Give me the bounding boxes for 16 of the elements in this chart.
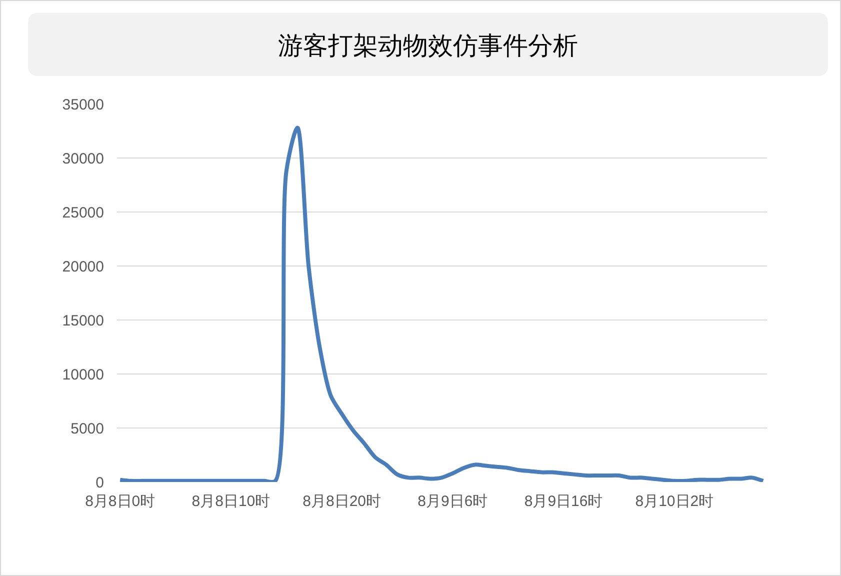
y-tick-label: 0 — [96, 474, 104, 492]
y-tick-label: 10000 — [62, 366, 104, 384]
x-tick-label: 8月8日20时 — [302, 493, 382, 510]
y-tick-label: 20000 — [62, 258, 104, 276]
y-tick-label: 30000 — [62, 150, 104, 168]
x-tick-label: 8月8日0时 — [85, 493, 156, 510]
y-tick-label: 35000 — [62, 96, 104, 114]
line-series — [118, 126, 766, 482]
y-tick-label: 5000 — [70, 420, 104, 438]
x-tick-label: 8月9日6时 — [418, 493, 488, 510]
y-tick-label: 25000 — [62, 204, 104, 222]
x-tick-label: 8月8日10时 — [192, 493, 270, 510]
x-tick-label: 8月10日2时 — [635, 493, 714, 510]
chart-title: 游客打架动物效仿事件分析 — [278, 32, 578, 60]
y-tick-label: 15000 — [62, 312, 104, 330]
x-tick-label: 8月9日16时 — [524, 493, 603, 510]
